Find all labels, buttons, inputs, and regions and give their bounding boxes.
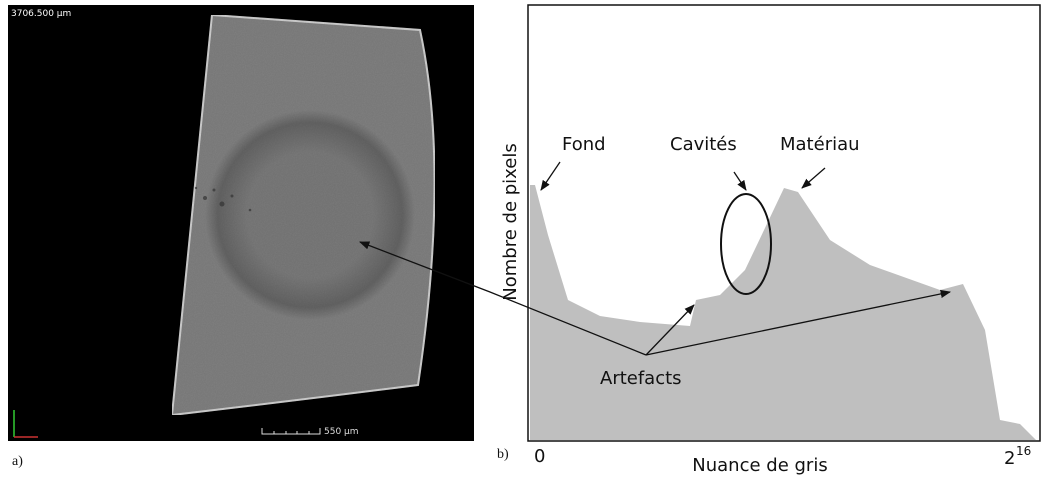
x-end-base: 2 — [1004, 448, 1015, 469]
panel-b-label: b) — [497, 447, 509, 462]
annotation: Matériau — [780, 134, 860, 155]
annotation: Fond — [562, 134, 606, 155]
x-axis-label: Nuance de gris — [692, 455, 827, 476]
histogram-panel — [359, 4, 1041, 442]
scale-top: 3706.500 µm — [11, 9, 71, 19]
scale-bar: 550 µm — [324, 427, 359, 437]
x-end-exponent: 16 — [1016, 444, 1031, 458]
x-start: 0 — [534, 446, 545, 467]
micrograph: 3706.500 µm 550 µm — [8, 5, 474, 441]
panel-a-label: a) — [12, 454, 23, 469]
y-axis-label: Nombre de pixels — [500, 143, 521, 300]
annotation: Cavités — [670, 134, 737, 155]
annotation: Artefacts — [600, 368, 682, 389]
